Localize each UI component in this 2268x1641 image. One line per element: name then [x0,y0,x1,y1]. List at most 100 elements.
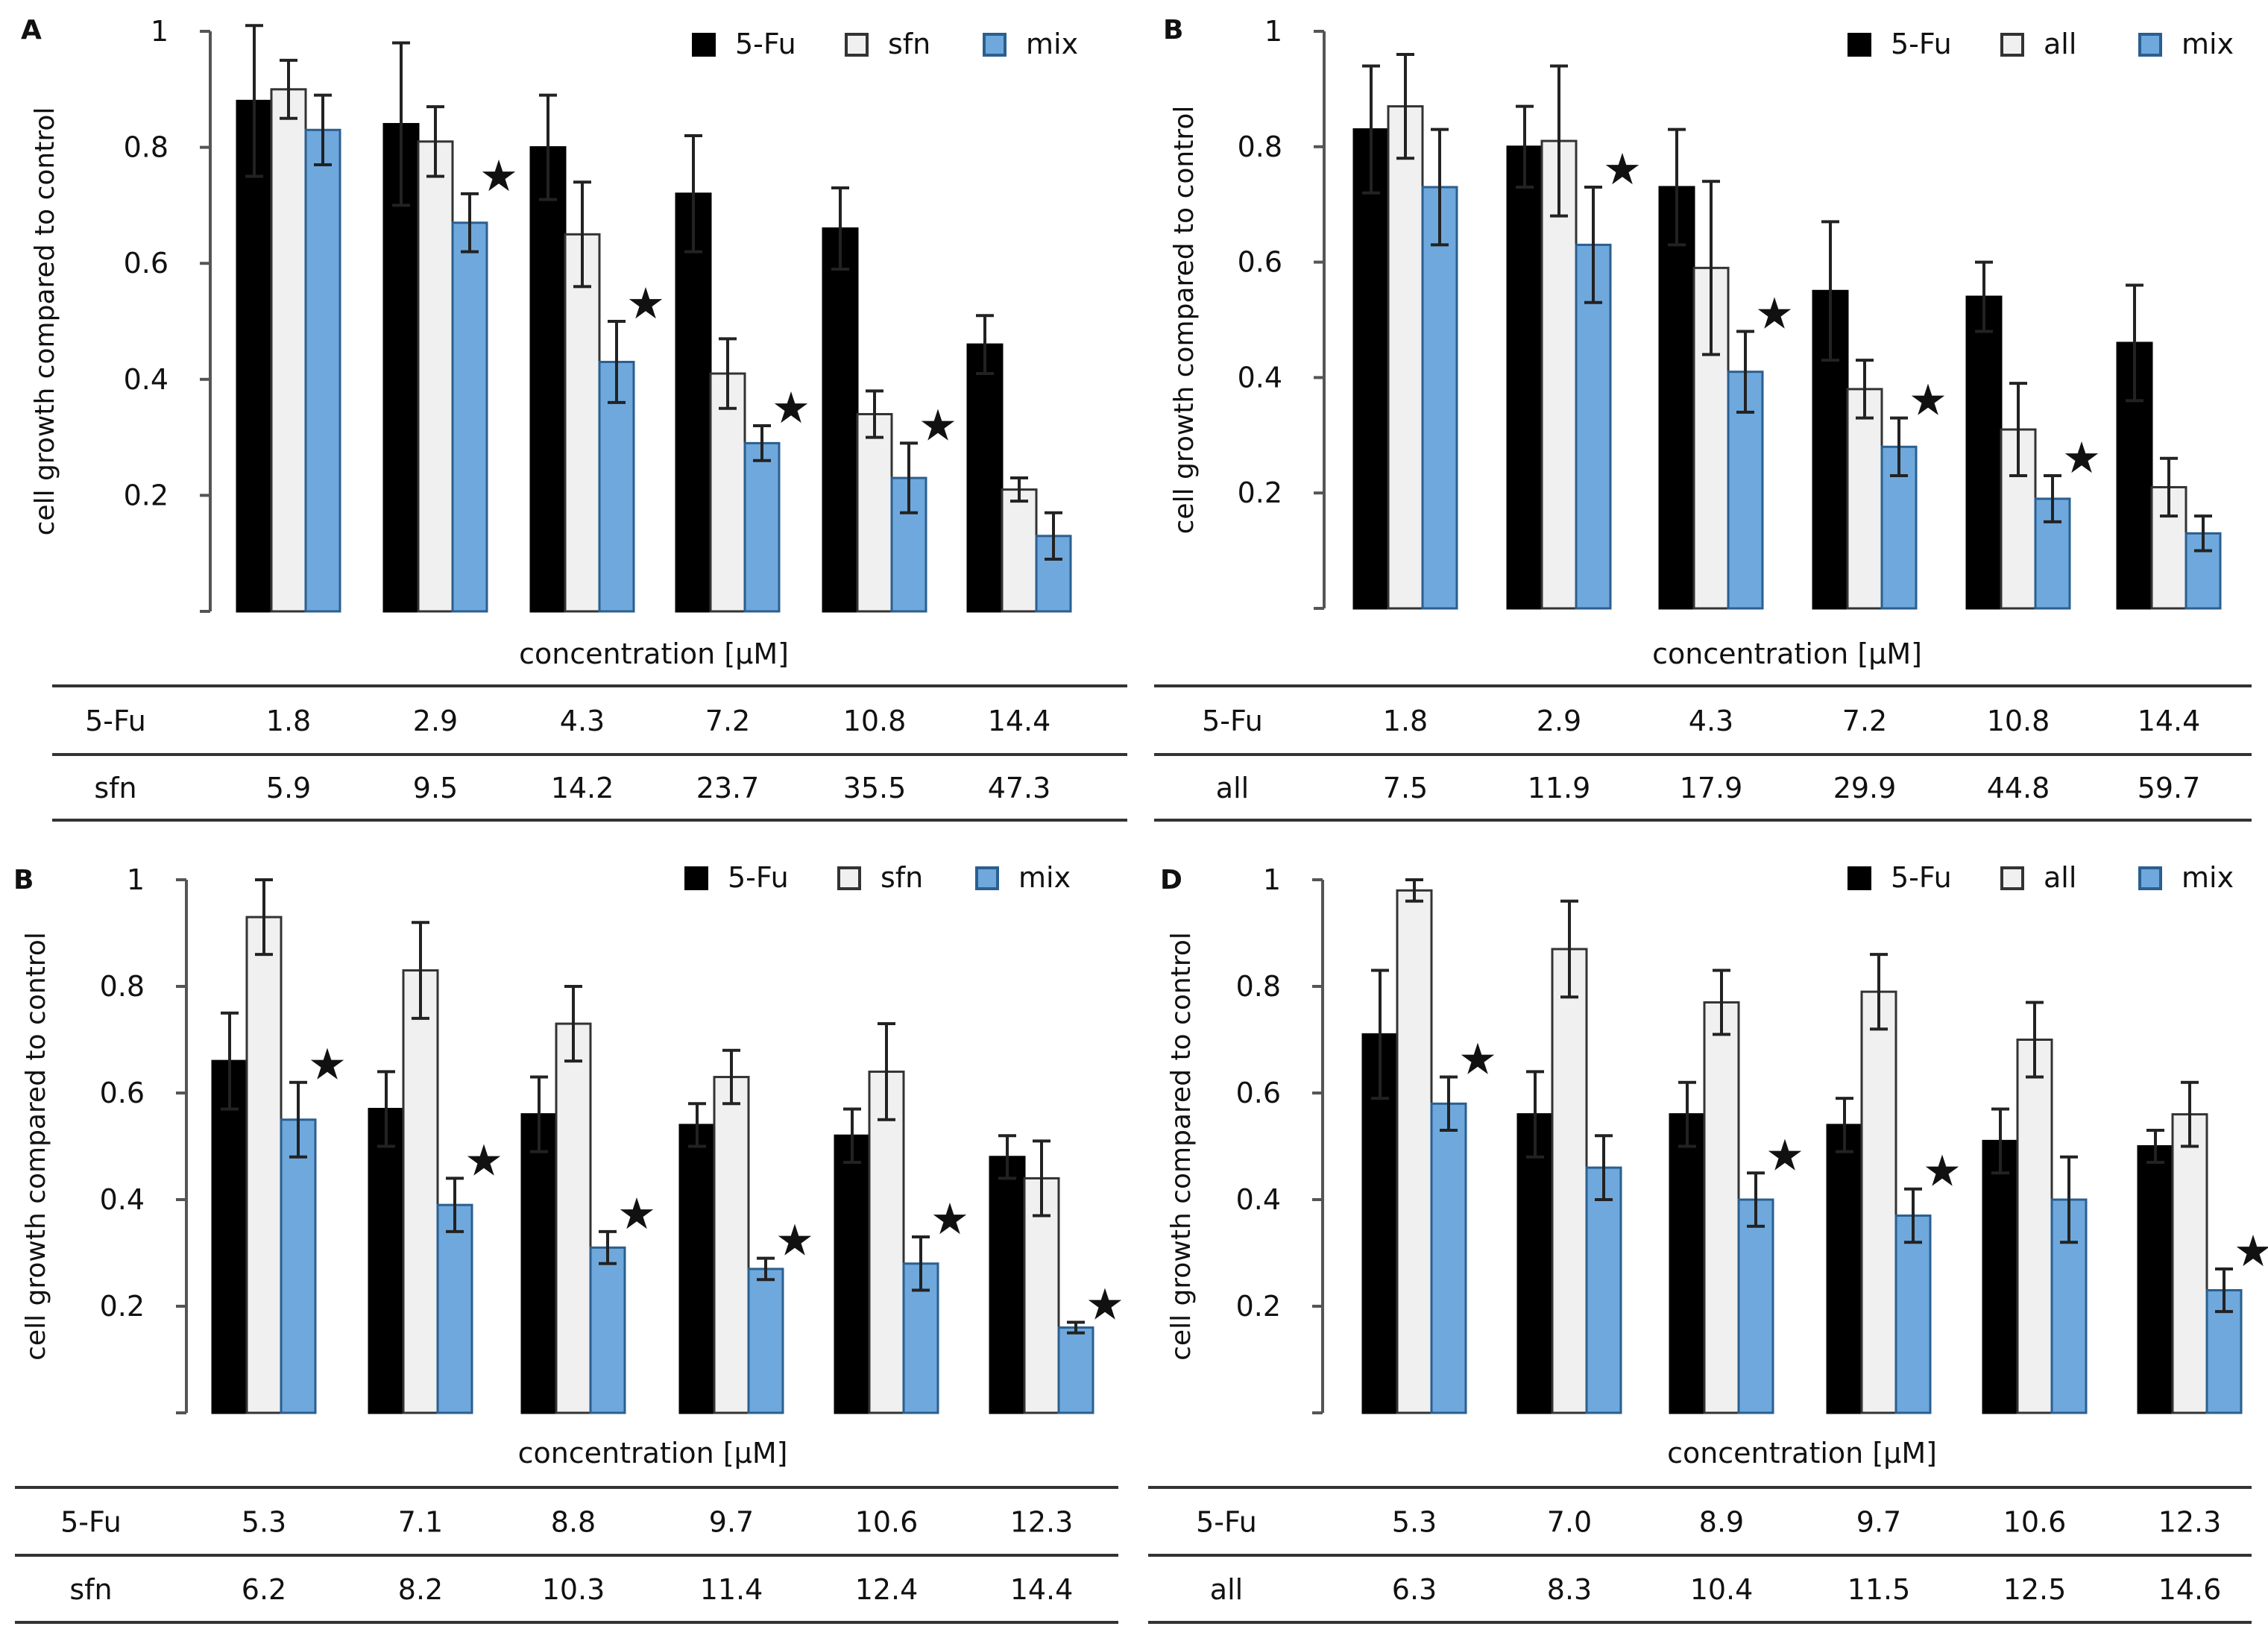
legend-swatch-5-fu [1848,866,1871,890]
table-cell: 7.1 [398,1506,443,1539]
y-tick-label: 1 [151,15,168,48]
table-cell: 7.2 [1842,705,1887,737]
bar-mix-3 [589,1246,626,1414]
significance-star: ★ [308,1039,347,1090]
bar-all-4 [1846,388,1883,610]
bar-5-fu-4 [675,192,712,613]
significance-star: ★ [1755,288,1794,338]
y-tick-label: 0.8 [1236,970,1281,1003]
bar-all-4 [1860,990,1897,1414]
y-tick-label: 0.2 [100,1290,145,1323]
y-tick-label: 0.6 [124,247,168,280]
x-axis-label: concentration [µM] [1652,637,1922,670]
significance-star: ★ [617,1188,656,1239]
bar-5-fu-6 [989,1156,1026,1414]
table-cell: 11.4 [700,1573,763,1606]
y-tick-label: 0.4 [1236,1183,1281,1216]
table-cell: 11.9 [1528,772,1591,804]
table-row-label: all [1216,772,1249,804]
table-cell: 14.6 [2158,1573,2222,1606]
significance-star: ★ [2062,432,2101,483]
bar-sfn-6 [1023,1177,1060,1414]
table-cell: 7.5 [1383,772,1428,804]
table-cell: 9.5 [413,772,458,804]
table-cell: 12.3 [1010,1506,1074,1539]
legend-label-sfn: sfn [888,28,930,60]
table-cell: 29.9 [1833,772,1897,804]
bar-5-fu-2 [368,1107,405,1414]
x-axis-label: concentration [µM] [519,637,789,670]
bar-5-fu-4 [1826,1124,1863,1414]
table-row-label: sfn [94,772,136,804]
bar-sfn-1 [245,916,283,1414]
legend-swatch-5-fu [1848,33,1871,57]
table-cell: 4.3 [1689,705,1733,737]
table-cell: 12.5 [2003,1573,2067,1606]
legend-label-mix: mix [1026,28,1078,60]
bar-5-fu-1 [1352,128,1390,610]
panel-letter: A [21,15,42,45]
bar-5-fu-1 [236,99,273,613]
table-cell: 23.7 [696,772,760,804]
legend-swatch-mix [975,866,999,890]
y-tick-label: 0.8 [1238,130,1282,163]
legend-swatch-5-fu [684,866,708,890]
table-cell: 8.3 [1547,1573,1592,1606]
bar-mix-1 [304,128,341,613]
significance-star: ★ [1086,1279,1124,1329]
bar-5-fu-6 [2137,1145,2174,1414]
y-tick-label: 1 [127,863,145,896]
bar-sfn-2 [417,140,454,613]
table-cell: 14.4 [988,705,1051,737]
bar-mix-4 [1894,1214,1932,1414]
significance-star: ★ [775,1215,814,1266]
bar-5-fu-3 [529,146,567,613]
y-tick-label: 1 [1264,15,1282,48]
table-cell: 14.2 [551,772,614,804]
table-row-label: 5-Fu [60,1506,122,1539]
bar-all-2 [1540,139,1578,610]
table-cell: 7.0 [1547,1506,1592,1539]
bar-mix-4 [743,441,781,613]
table-cell: 9.7 [709,1506,754,1539]
bar-mix-4 [747,1267,784,1414]
significance-star: ★ [919,400,957,450]
significance-star: ★ [1923,1146,1962,1197]
significance-star: ★ [626,278,665,329]
table-cell: 8.9 [1699,1506,1744,1539]
bar-5-fu-4 [678,1124,716,1414]
y-axis-label: cell growth compared to control [30,107,60,536]
bar-sfn-5 [868,1070,905,1414]
significance-star: ★ [1765,1130,1804,1180]
legend-label-sfn: sfn [881,861,923,894]
table-cell: 12.3 [2158,1506,2222,1539]
chart-panel-2: B 0.2 0.4 0.6 0.8 1 cell growth compared to co… [1154,15,2252,822]
table-cell: 10.6 [855,1506,919,1539]
bar-5-fu-5 [1982,1139,2019,1414]
table-row-label: sfn [69,1573,112,1606]
table-cell: 9.7 [1856,1506,1901,1539]
y-tick-label: 0.6 [1236,1077,1281,1109]
bar-mix-1 [280,1118,317,1414]
significance-star: ★ [930,1194,969,1244]
table-cell: 8.8 [551,1506,596,1539]
bar-mix-1 [1430,1102,1467,1414]
table-cell: 10.6 [2003,1506,2067,1539]
legend-label-mix: mix [2182,28,2234,60]
panel-letter: B [1163,15,1183,45]
bar-sfn-6 [1001,488,1038,613]
bar-mix-2 [451,221,488,613]
y-tick-label: 0.2 [124,479,168,511]
bar-all-1 [1396,889,1433,1414]
legend-swatch-5-fu [692,33,716,57]
x-axis-label: concentration [µM] [518,1437,788,1470]
table-cell: 1.8 [266,705,311,737]
y-axis-label: cell growth compared to control [1166,932,1197,1361]
legend-swatch-all [2000,33,2024,57]
bar-all-5 [2016,1039,2053,1414]
bar-all-6 [2171,1113,2208,1414]
x-axis-label: concentration [µM] [1667,1437,1937,1470]
table-cell: 2.9 [1537,705,1581,737]
bar-5-fu-3 [1669,1113,1706,1414]
